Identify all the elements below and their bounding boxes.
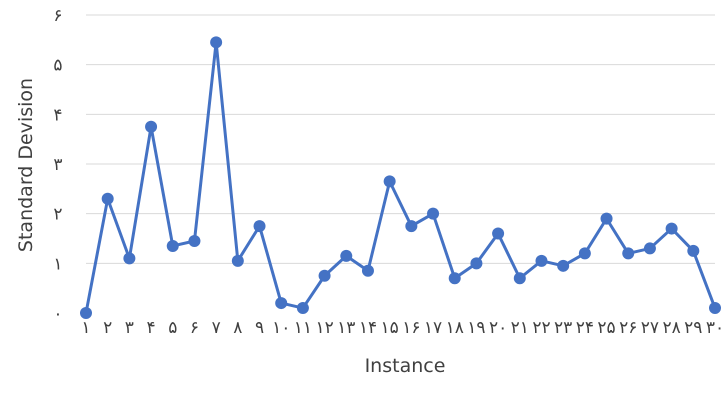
x-tick-label: ٢٣ xyxy=(554,318,572,338)
x-axis-title: Instance xyxy=(365,355,446,377)
data-point xyxy=(643,242,656,255)
data-point xyxy=(80,307,92,319)
data-point xyxy=(383,175,396,188)
data-point xyxy=(210,36,223,49)
x-tick-label: ١٢ xyxy=(315,318,333,338)
x-tick-label: ٣ xyxy=(125,318,134,338)
x-tick-label: ٧ xyxy=(212,318,221,338)
x-tick-label: ١۴ xyxy=(359,318,377,338)
x-tick-label: ٨ xyxy=(233,318,242,338)
y-tick-labels: ٠ ١ ٢ ٣ ۴ ۵ ۶ xyxy=(53,6,62,324)
data-point xyxy=(166,239,179,252)
data-point xyxy=(101,192,114,205)
y-tick-label: ۵ xyxy=(53,56,62,76)
x-tick-label: ٢۵ xyxy=(597,318,615,338)
x-tick-label: ٢۶ xyxy=(619,318,637,338)
series-group xyxy=(80,36,721,319)
data-point xyxy=(340,249,353,262)
gridlines xyxy=(86,14,715,264)
data-point xyxy=(687,244,700,257)
x-tick-label: ٢ xyxy=(103,318,112,338)
x-tick-label: ١٩ xyxy=(467,318,485,338)
data-point xyxy=(123,252,136,265)
x-tick-label: ٢٧ xyxy=(641,318,659,338)
data-point xyxy=(709,302,721,315)
data-point xyxy=(253,220,266,233)
data-point xyxy=(188,234,201,247)
series-line xyxy=(84,40,717,314)
x-tick-label: ۵ xyxy=(168,318,177,338)
x-tick-label: ٢١ xyxy=(511,318,529,338)
data-point xyxy=(557,259,570,272)
x-tick-label: ١٣ xyxy=(337,318,355,338)
y-tick-label: ٠ xyxy=(53,304,62,324)
x-tick-label: ٢٠ xyxy=(489,318,507,338)
y-tick-label: ۴ xyxy=(53,105,62,125)
x-tick-label: ١١ xyxy=(294,318,312,338)
y-tick-label: ١ xyxy=(53,254,62,274)
x-tick-labels: ١ ٢ ٣ ۴ ۵ ۶ ٧ ٨ ٩ ١٠ ١١ ١٢ ١٣ ١۴ ١۵ ١۶ ١٧ ١٨ ١٩ ٢٠ ٢١ ٢٢ ٢٣ ٢۴ ٢… xyxy=(81,318,724,338)
x-tick-label: ٣٠ xyxy=(706,318,724,338)
data-point xyxy=(275,297,288,310)
data-point xyxy=(427,207,440,220)
data-point xyxy=(578,247,591,260)
data-point xyxy=(361,264,374,277)
x-tick-label: ٢٩ xyxy=(684,318,702,338)
x-tick-label: ۴ xyxy=(146,318,155,338)
data-point xyxy=(665,222,678,235)
x-tick-label: ١ xyxy=(81,318,90,338)
data-point xyxy=(492,227,505,240)
x-tick-label: ٢۴ xyxy=(576,318,594,338)
data-point xyxy=(145,120,158,133)
data-point xyxy=(622,247,635,260)
x-tick-label: ١٨ xyxy=(446,318,464,338)
data-point xyxy=(535,254,548,267)
y-axis-title: Standard Devision xyxy=(15,78,37,252)
data-point xyxy=(513,272,526,285)
data-point xyxy=(470,257,483,270)
y-tick-label: ٣ xyxy=(53,155,62,175)
x-tick-label: ٢٢ xyxy=(532,318,550,338)
x-tick-label: ٢٨ xyxy=(662,318,680,338)
x-tick-label: ٩ xyxy=(255,318,264,338)
data-point xyxy=(231,254,244,267)
y-tick-label: ٢ xyxy=(53,205,62,225)
y-tick-label: ۶ xyxy=(53,6,62,26)
data-point xyxy=(318,269,331,282)
data-point xyxy=(600,212,613,225)
x-tick-label: ١٧ xyxy=(424,318,442,338)
x-tick-label: ١٠ xyxy=(272,318,290,338)
x-tick-label: ١۵ xyxy=(381,318,399,338)
data-point xyxy=(405,220,418,233)
data-point xyxy=(448,272,461,285)
x-tick-label: ۶ xyxy=(190,318,199,338)
x-tick-label: ١۶ xyxy=(402,318,420,338)
data-point xyxy=(296,302,309,315)
